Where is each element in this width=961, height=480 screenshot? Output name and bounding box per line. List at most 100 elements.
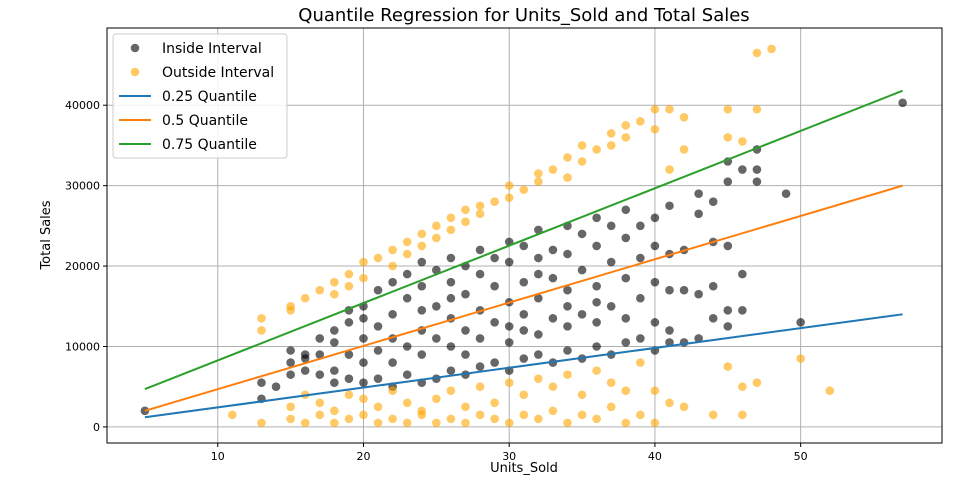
quantile-line-0.25 [144, 313, 903, 419]
outside-interval-point [592, 366, 601, 375]
inside-interval-point [534, 330, 543, 339]
outside-interval-point [490, 398, 499, 408]
outside-interval-point [373, 418, 383, 428]
inside-interval-point [402, 293, 412, 303]
inside-interval-point [446, 293, 456, 303]
outside-interval-point [752, 48, 762, 58]
inside-interval-point [708, 281, 718, 291]
x-axis-label: Units_Sold [490, 461, 558, 476]
outside-interval-point [417, 406, 427, 416]
outside-interval-point [359, 257, 368, 267]
outside-interval-point [504, 418, 514, 428]
outside-interval-point [446, 213, 456, 223]
inside-interval-point [636, 253, 645, 263]
outside-interval-point [228, 410, 237, 420]
outside-interval-point [432, 418, 441, 428]
inside-interval-point [300, 366, 310, 375]
outside-interval-point [665, 398, 674, 408]
data-marks [140, 44, 907, 428]
y-tick-label: 40000 [65, 99, 100, 112]
inside-interval-point [388, 277, 397, 287]
outside-interval-point [650, 125, 660, 134]
legend-label: Inside Interval [162, 41, 262, 57]
inside-interval-point [490, 253, 499, 263]
outside-interval-point [475, 382, 485, 392]
inside-interval-point [330, 326, 339, 335]
x-tick-label: 20 [356, 450, 370, 463]
inside-interval-point [694, 289, 703, 299]
outside-interval-point [315, 285, 325, 295]
outside-interval-point [344, 269, 354, 279]
inside-interval-point [708, 314, 718, 323]
inside-interval-point [577, 310, 587, 319]
outside-interval-point [300, 293, 310, 303]
y-tick-label: 20000 [65, 260, 100, 273]
inside-interval-point [519, 310, 529, 319]
outside-interval-point [723, 104, 733, 114]
inside-interval-point [592, 342, 601, 351]
outside-interval-point [621, 133, 631, 142]
outside-interval-point [548, 165, 558, 174]
inside-interval-point [315, 350, 325, 359]
outside-interval-point [315, 398, 325, 408]
inside-interval-point [402, 370, 412, 379]
inside-interval-point [650, 277, 660, 287]
outside-interval-point [504, 181, 514, 190]
outside-interval-point [446, 225, 456, 235]
inside-interval-point [446, 253, 456, 263]
outside-interval-point [504, 193, 514, 202]
outside-interval-point [330, 289, 339, 299]
inside-interval-point [432, 265, 441, 275]
outside-interval-point [636, 358, 645, 367]
outside-interval-point [475, 410, 485, 420]
y-tick-label: 10000 [65, 340, 100, 353]
outside-interval-point [606, 402, 616, 412]
inside-interval-point [490, 281, 499, 291]
outside-interval-point [330, 277, 339, 287]
outside-interval-point [388, 261, 397, 271]
inside-interval-point [344, 350, 354, 359]
inside-interval-point [504, 322, 514, 331]
outside-interval-point [738, 137, 747, 146]
outside-interval-point [796, 354, 805, 363]
outside-interval-point [606, 141, 616, 150]
outside-interval-point [402, 398, 412, 408]
inside-interval-point [373, 374, 383, 383]
outside-interval-point [461, 418, 470, 428]
inside-interval-point [519, 354, 529, 363]
inside-interval-point [504, 257, 514, 267]
inside-interval-point [315, 370, 325, 379]
inside-interval-point [592, 297, 601, 307]
inside-interval-point [315, 334, 325, 343]
inside-interval-point [665, 285, 674, 295]
outside-interval-point [534, 177, 543, 186]
outside-interval-point [636, 410, 645, 420]
inside-interval-point [723, 322, 733, 331]
outside-interval-point [592, 145, 601, 154]
outside-interval-point [330, 418, 339, 428]
inside-interval-point [796, 318, 805, 327]
inside-interval-point [650, 241, 660, 251]
y-tick-label: 0 [93, 421, 100, 434]
inside-interval-point [577, 265, 587, 275]
inside-interval-point [300, 354, 310, 363]
inside-interval-point [534, 253, 543, 263]
outside-interval-point [825, 386, 835, 396]
x-tick-label: 10 [211, 450, 225, 463]
outside-interval-point [519, 410, 529, 420]
inside-interval-point [752, 165, 762, 174]
inside-interval-point [650, 213, 660, 223]
inside-interval-point [344, 318, 354, 327]
inside-interval-point [665, 326, 674, 335]
inside-interval-point [432, 301, 441, 311]
legend-label: 0.5 Quantile [162, 113, 248, 129]
inside-interval-point [548, 245, 558, 255]
outside-interval-point [621, 418, 631, 428]
outside-interval-point [636, 116, 645, 126]
outside-interval-point [752, 378, 762, 387]
inside-interval-point [592, 213, 601, 223]
inside-interval-point [665, 338, 674, 347]
outside-interval-point [621, 121, 631, 130]
inside-interval-point [490, 318, 499, 327]
